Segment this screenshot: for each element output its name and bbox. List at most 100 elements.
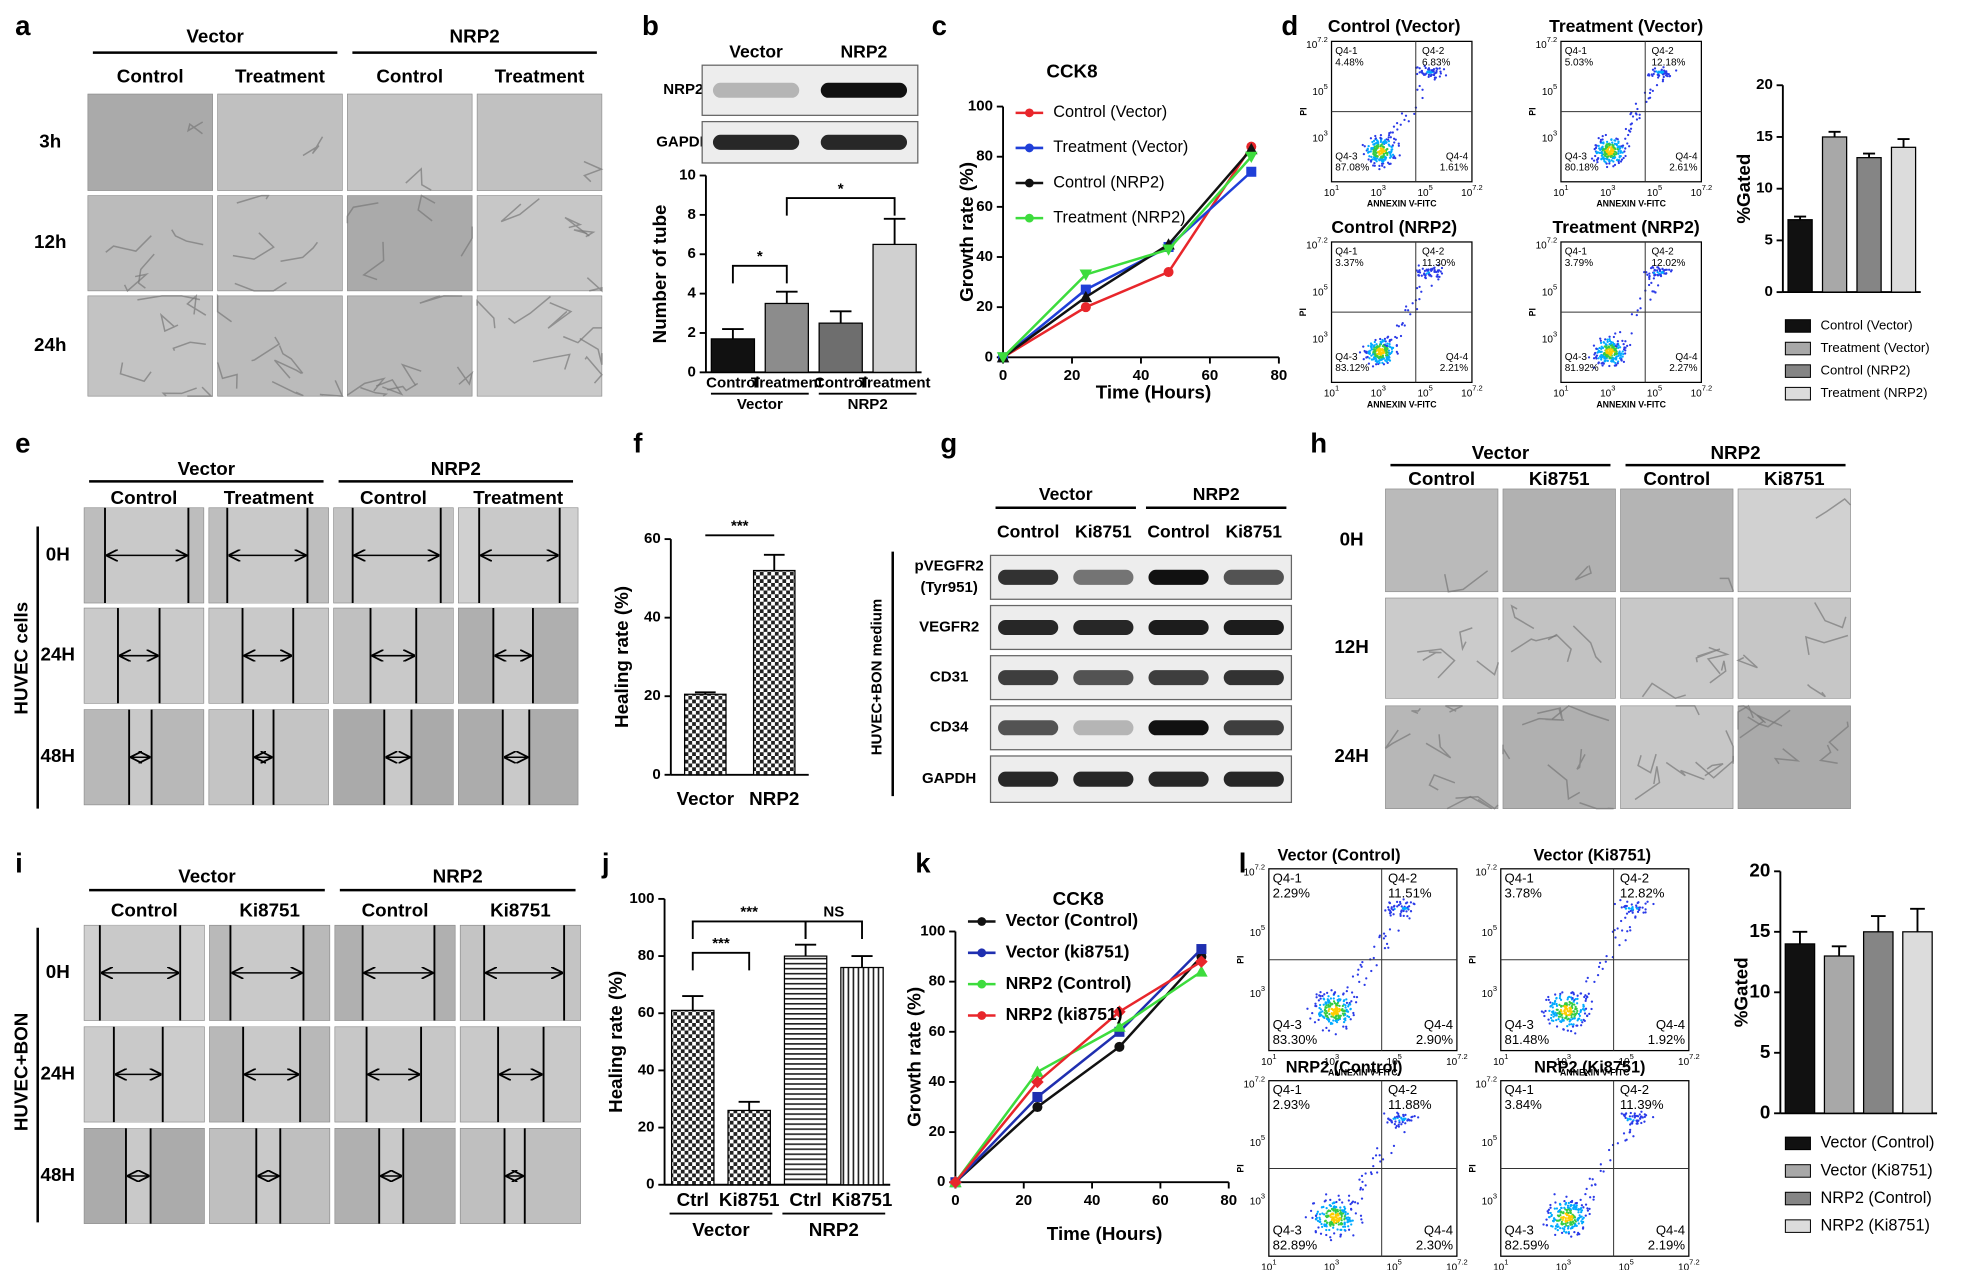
event-dot — [1608, 349, 1611, 352]
event-dot — [1390, 350, 1394, 353]
event-dot — [1332, 1224, 1335, 1227]
event-dot — [1574, 1005, 1577, 1008]
event-dot — [1332, 1219, 1336, 1223]
event-dot — [1658, 70, 1662, 74]
tick-exponent: 3 — [1335, 1052, 1339, 1061]
event-dot — [1431, 69, 1434, 72]
event-dot — [1547, 995, 1550, 999]
cell-tube — [1634, 766, 1661, 801]
event-dot — [1624, 939, 1627, 942]
event-dot — [1614, 358, 1618, 361]
event-dot — [1555, 997, 1558, 1000]
event-dot — [1615, 355, 1619, 358]
tick-exponent: 7.2 — [1702, 183, 1712, 192]
event-dot — [1580, 1024, 1583, 1027]
event-dot — [1558, 1012, 1561, 1016]
tick-label: 107.2 — [1243, 863, 1265, 879]
tick-label: 107.2 — [1678, 1052, 1700, 1068]
event-dot — [1318, 1218, 1322, 1221]
column-label: Control — [362, 899, 429, 920]
event-dot — [1343, 1009, 1346, 1013]
event-dot — [1318, 1006, 1321, 1010]
event-dot — [1318, 1003, 1322, 1007]
event-dot — [1375, 138, 1378, 142]
column-label: Treatment — [224, 487, 315, 508]
cell-tube — [586, 277, 603, 293]
cell-tube — [251, 336, 281, 362]
event-dot — [1350, 1000, 1353, 1003]
cell-tube — [1814, 602, 1847, 629]
event-dot — [1337, 1194, 1340, 1197]
event-dot — [1604, 357, 1607, 360]
x-tick-label: 60 — [1152, 1192, 1169, 1209]
row-label: 24H — [1334, 745, 1368, 766]
event-dot — [1331, 1003, 1334, 1006]
event-dot — [1653, 269, 1657, 272]
tick-base: 10 — [1600, 188, 1612, 199]
event-dot — [1314, 1230, 1317, 1233]
event-dot — [1338, 1010, 1341, 1013]
event-dot — [1378, 164, 1381, 167]
event-dot — [1336, 1209, 1339, 1212]
event-dot — [1662, 66, 1665, 69]
event-dot — [1612, 146, 1615, 149]
quadrant-value: 12.82% — [1620, 885, 1665, 900]
event-dot — [1434, 76, 1437, 79]
event-dot — [1393, 141, 1396, 144]
point — [1245, 142, 1258, 155]
event-dot — [1343, 1205, 1346, 1209]
event-dot — [1614, 345, 1618, 348]
group-label: Vector — [178, 866, 236, 887]
tick-label: 101 — [1261, 1257, 1276, 1270]
event-dot — [1601, 361, 1604, 364]
event-dot — [1325, 1026, 1328, 1030]
event-dot — [1600, 154, 1603, 157]
event-dot — [1601, 364, 1604, 367]
event-dot — [1550, 1214, 1553, 1218]
event-dot — [1582, 1206, 1585, 1209]
event-dot — [1433, 270, 1436, 274]
event-dot — [1610, 138, 1613, 141]
event-dot — [1656, 76, 1660, 79]
event-dot — [1555, 1019, 1558, 1022]
event-dot — [1399, 912, 1402, 916]
quadrant-name: Q4-3 — [1273, 1223, 1302, 1238]
cell-tube — [1422, 651, 1442, 661]
event-dot — [1343, 1018, 1346, 1021]
event-dot — [1636, 107, 1639, 111]
event-dot — [1339, 1209, 1342, 1212]
event-dot — [1352, 1011, 1355, 1015]
event-dot — [1390, 145, 1393, 149]
tick-exponent: 7.2 — [1702, 384, 1712, 393]
event-dot — [1378, 361, 1381, 365]
group-label: NRP2 — [1710, 442, 1760, 463]
event-dot — [1579, 1215, 1582, 1219]
event-dot — [1329, 1224, 1332, 1227]
quadrant-value: 2.93% — [1273, 1097, 1311, 1112]
event-dot — [1601, 135, 1604, 138]
event-dot — [1560, 1231, 1564, 1235]
cell-tube — [1510, 635, 1557, 653]
event-dot — [1390, 907, 1393, 910]
x-tick-label: Control — [814, 375, 867, 392]
event-dot — [1367, 150, 1371, 153]
cell-tube — [1444, 570, 1489, 593]
error-bar — [1870, 915, 1886, 932]
tick-base: 10 — [1536, 240, 1548, 251]
event-dot — [1367, 158, 1370, 161]
tick-base: 10 — [1417, 188, 1429, 199]
cell-tube — [1828, 721, 1849, 752]
tick-label: 103 — [1250, 1191, 1265, 1207]
event-dot — [1373, 945, 1376, 948]
point — [1245, 151, 1258, 163]
event-dot — [1350, 1201, 1354, 1204]
event-dot — [1341, 1008, 1344, 1011]
event-dot — [1634, 102, 1638, 105]
cell-tube — [119, 362, 152, 383]
event-dot — [1323, 993, 1326, 996]
event-dot — [1423, 64, 1426, 68]
event-dot — [1407, 309, 1410, 312]
blot-band — [1223, 670, 1284, 686]
cell-tube — [234, 281, 287, 292]
cell-tube — [1455, 795, 1499, 810]
